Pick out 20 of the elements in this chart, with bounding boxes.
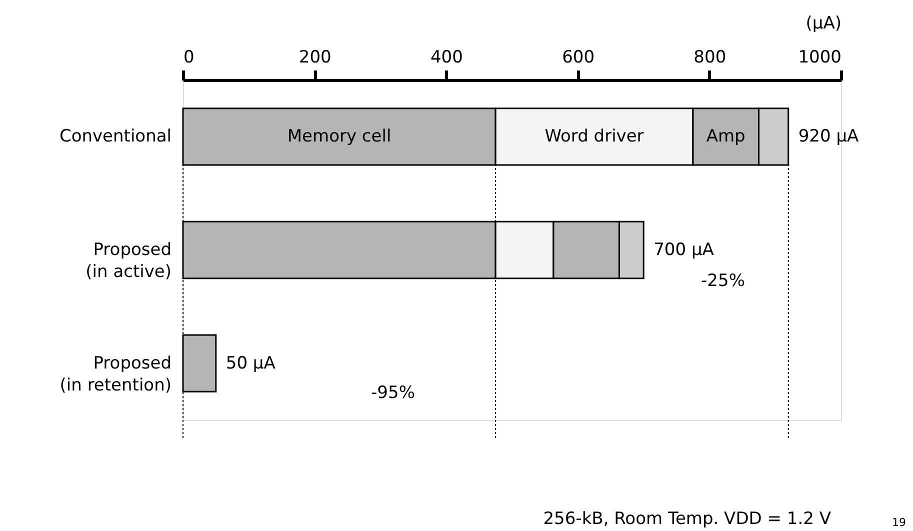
text: 256-kB, Room Temp. VDD = 1.2 V [543, 509, 832, 529]
x-tick-label: 200 [298, 48, 332, 68]
x-axis-title: (µA) [806, 14, 842, 34]
text: 19 [892, 516, 906, 529]
x-tick-label: 0 [184, 48, 194, 68]
total-label: 50 µA [226, 353, 276, 374]
series-label: Amp [706, 126, 746, 147]
series-label: Memory cell [287, 126, 392, 147]
y-tick-label: Proposed (in retention) [60, 353, 172, 396]
total-label: 920 µA [798, 126, 860, 147]
x-tick-label: 600 [562, 48, 595, 68]
x-tick-label: 800 [694, 48, 726, 68]
total-label: 700 µA [654, 240, 714, 260]
x-tick-label: 1000 [798, 48, 842, 68]
annotation: -95% [371, 383, 415, 403]
y-tick-label: Proposed (in active) [86, 240, 172, 282]
annotation: -25% [701, 271, 745, 291]
x-tick-label: 400 [430, 48, 463, 68]
series-label: Word driver [544, 126, 644, 147]
y-tick-label: Conventional [59, 126, 172, 147]
